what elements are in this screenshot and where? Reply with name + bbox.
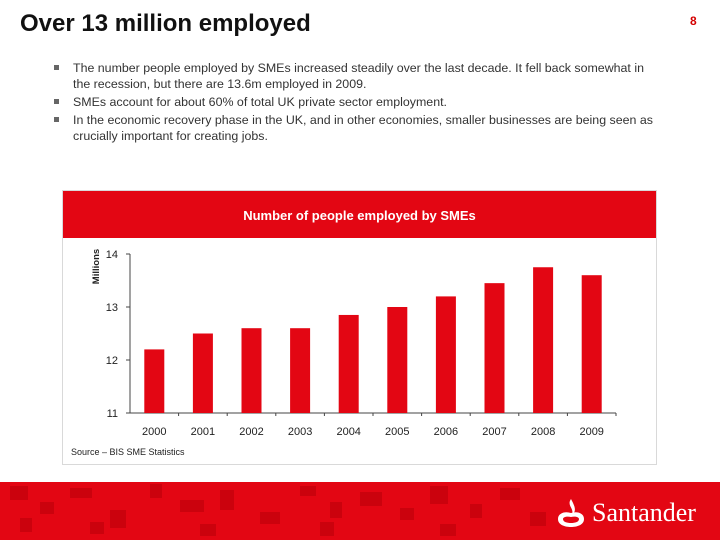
bar-2006 <box>435 296 456 413</box>
bullet-item: In the economic recovery phase in the UK… <box>54 112 654 144</box>
footer-pattern-tile <box>220 490 234 510</box>
chart-header: Number of people employed by SMEs <box>63 191 656 238</box>
y-tick-label: 11 <box>107 408 118 420</box>
bar-2007 <box>484 283 505 413</box>
footer-pattern-tile <box>150 484 162 498</box>
bar-2003 <box>290 328 311 413</box>
y-tick-label: 13 <box>106 302 118 314</box>
footer-pattern-tile <box>320 522 334 536</box>
x-tick-label: 2001 <box>191 426 215 438</box>
footer-pattern-tile <box>360 492 382 506</box>
footer-pattern-tile <box>110 510 126 528</box>
footer-pattern-tile <box>500 488 520 500</box>
footer-pattern-tile <box>330 502 342 518</box>
bullet-text: In the economic recovery phase in the UK… <box>73 113 653 143</box>
bar-2001 <box>192 333 213 413</box>
footer-pattern-tile <box>470 504 482 518</box>
bullet-text: SMEs account for about 60% of total UK p… <box>73 95 447 109</box>
footer-band <box>0 482 720 540</box>
footer-pattern-tile <box>90 522 104 534</box>
x-tick-label: 2004 <box>336 426 360 438</box>
x-tick-label: 2008 <box>531 426 555 438</box>
footer-pattern-tile <box>300 486 316 496</box>
page-number: 8 <box>690 14 697 28</box>
footer-pattern-tile <box>10 486 28 500</box>
bullet-list: The number people employed by SMEs incre… <box>54 60 654 146</box>
bullet-square-icon <box>54 65 59 70</box>
footer-pattern-tile <box>530 512 546 526</box>
chart-title: Number of people employed by SMEs <box>243 208 476 223</box>
bar-2009 <box>581 275 602 413</box>
x-tick-label: 2006 <box>434 426 458 438</box>
brand-name: Santander <box>592 498 696 527</box>
bar-2005 <box>387 307 408 413</box>
x-tick-label: 2007 <box>482 426 506 438</box>
bar-2002 <box>241 328 262 413</box>
x-tick-label: 2002 <box>239 426 263 438</box>
page-title: Over 13 million employed <box>20 10 311 37</box>
source-note: Source – BIS SME Statistics <box>71 447 185 457</box>
bullet-square-icon <box>54 117 59 122</box>
bullet-item: SMEs account for about 60% of total UK p… <box>54 94 654 110</box>
santander-flame-icon <box>558 499 584 527</box>
x-tick-label: 2005 <box>385 426 409 438</box>
footer-pattern-tile <box>400 508 414 520</box>
x-tick-label: 2003 <box>288 426 312 438</box>
bar-2008 <box>533 267 554 413</box>
brand-logo: Santander <box>556 495 696 531</box>
footer-pattern-tile <box>440 524 456 536</box>
y-tick-label: 14 <box>106 249 118 261</box>
x-tick-label: 2009 <box>579 426 603 438</box>
footer-pattern-tile <box>70 488 92 498</box>
footer-pattern-tile <box>180 500 204 512</box>
footer-pattern-tile <box>40 502 54 514</box>
x-tick-label: 2000 <box>142 426 166 438</box>
footer-pattern-tile <box>430 486 448 504</box>
bar-2000 <box>144 349 165 413</box>
bar-2004 <box>338 314 359 413</box>
bullet-square-icon <box>54 99 59 104</box>
footer-pattern-tile <box>20 518 32 532</box>
y-tick-label: 12 <box>106 355 118 367</box>
y-axis-label: Millions <box>91 249 102 284</box>
bullet-item: The number people employed by SMEs incre… <box>54 60 654 92</box>
footer-pattern-tile <box>200 524 216 536</box>
bullet-text: The number people employed by SMEs incre… <box>73 61 644 91</box>
chart-panel: Number of people employed by SMEs <box>62 190 657 465</box>
footer-pattern-tile <box>260 512 280 524</box>
